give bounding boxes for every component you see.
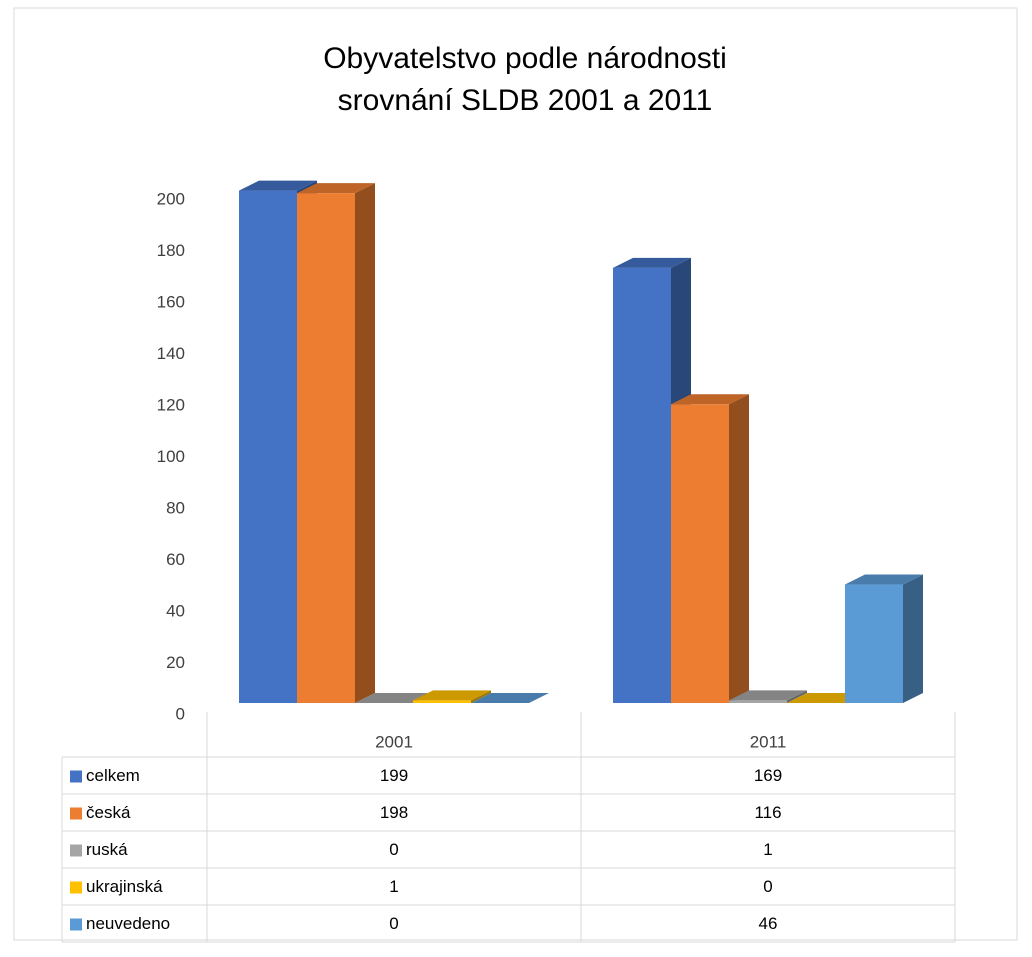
bar bbox=[413, 690, 491, 703]
y-tick-label: 100 bbox=[157, 447, 185, 466]
legend-label: ukrajinská bbox=[86, 877, 163, 896]
bar bbox=[845, 574, 923, 703]
bar-top bbox=[239, 180, 317, 191]
table-value: 1 bbox=[389, 877, 398, 896]
y-tick-label: 60 bbox=[166, 550, 185, 569]
y-tick-label: 120 bbox=[157, 395, 185, 414]
legend-swatch bbox=[70, 844, 82, 857]
x-tick-label: 2001 bbox=[375, 732, 413, 751]
legend-swatch bbox=[70, 770, 82, 783]
bar-top bbox=[671, 394, 749, 405]
bar-front bbox=[845, 584, 903, 703]
table-value: 1 bbox=[763, 840, 772, 859]
bar-side bbox=[471, 690, 491, 703]
bar-front bbox=[613, 267, 671, 703]
bar-top bbox=[729, 690, 807, 701]
legend-swatch bbox=[70, 807, 82, 820]
bar bbox=[297, 183, 375, 703]
chart-subtitle: srovnání SLDB 2001 a 2011 bbox=[338, 84, 713, 117]
y-tick-label: 40 bbox=[166, 601, 185, 620]
y-tick-label: 140 bbox=[157, 344, 185, 363]
bar-front bbox=[413, 700, 471, 703]
legend-swatch bbox=[70, 918, 82, 931]
x-tick-label: 2011 bbox=[750, 732, 787, 751]
table-value: 0 bbox=[763, 877, 772, 896]
chart-title: Obyvatelstvo podle národnosti bbox=[323, 42, 727, 75]
legend-label: neuvedeno bbox=[86, 914, 170, 933]
bar-side bbox=[903, 574, 923, 703]
table-value: 0 bbox=[389, 840, 398, 859]
table-value: 116 bbox=[754, 803, 781, 822]
bar-side bbox=[355, 183, 375, 703]
y-tick-label: 20 bbox=[166, 653, 185, 672]
table-value: 0 bbox=[389, 914, 398, 933]
chart-frame bbox=[13, 7, 1018, 941]
bar-front bbox=[297, 193, 355, 703]
legend-label: česká bbox=[86, 803, 131, 822]
bar-top bbox=[471, 693, 549, 703]
bar-top bbox=[297, 183, 375, 194]
y-tick-label: 180 bbox=[157, 241, 185, 260]
bar-front bbox=[239, 190, 297, 703]
bar-side bbox=[787, 690, 807, 703]
bar bbox=[471, 693, 549, 703]
table-value: 198 bbox=[380, 803, 408, 822]
table-value: 169 bbox=[754, 766, 782, 785]
table-value: 46 bbox=[759, 914, 778, 933]
y-tick-label: 160 bbox=[157, 292, 185, 311]
y-tick-label: 200 bbox=[157, 189, 185, 208]
bar-top bbox=[845, 574, 923, 585]
y-tick-label: 80 bbox=[166, 498, 185, 517]
y-tick-label: 0 bbox=[176, 704, 185, 723]
bar-side bbox=[729, 394, 749, 703]
bar-top bbox=[613, 257, 691, 268]
bar-front bbox=[729, 700, 787, 703]
legend-label: ruská bbox=[86, 840, 128, 859]
legend-label: celkem bbox=[86, 766, 140, 785]
bar-top bbox=[413, 690, 491, 701]
legend-swatch bbox=[70, 881, 82, 894]
bar bbox=[729, 690, 807, 703]
table-value: 199 bbox=[380, 766, 408, 785]
bar-front bbox=[671, 404, 729, 703]
bar bbox=[671, 394, 749, 703]
